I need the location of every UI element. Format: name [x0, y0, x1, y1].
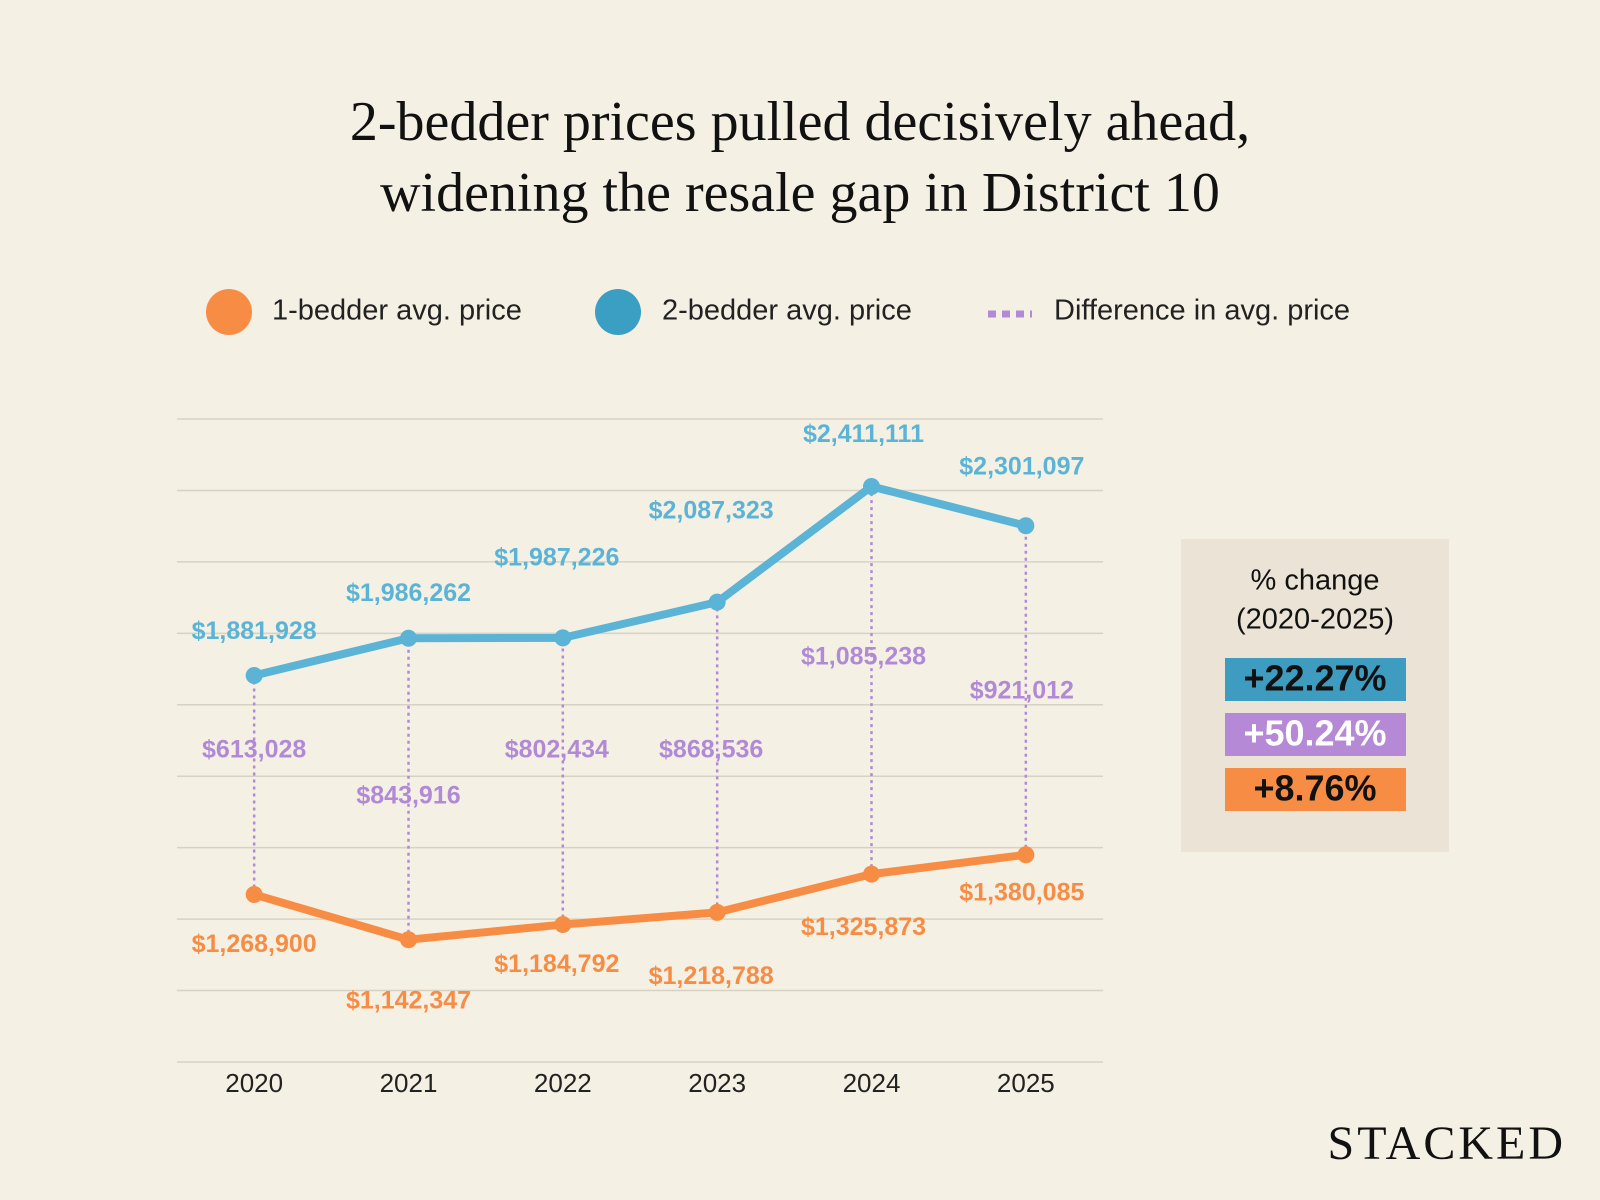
- value-label: $1,986,262: [346, 579, 471, 607]
- value-label: $2,087,323: [649, 497, 774, 525]
- x-tick-label: 2020: [225, 1068, 283, 1098]
- x-tick-label: 2022: [534, 1068, 592, 1098]
- data-point: [863, 477, 880, 495]
- value-label: $1,085,238: [801, 643, 926, 671]
- value-label: $868,536: [659, 736, 763, 764]
- chart-title: 2-bedder prices pulled decisively ahead,: [350, 91, 1250, 153]
- summary-badge: [1225, 658, 1406, 701]
- value-label: $921,012: [970, 677, 1074, 705]
- value-label: $1,325,873: [801, 913, 926, 941]
- value-label: $1,268,900: [192, 930, 317, 958]
- value-label: $2,411,111: [803, 420, 924, 448]
- summary-badge: [1225, 713, 1406, 756]
- summary-value: +8.76%: [1253, 768, 1376, 809]
- x-tick-label: 2024: [843, 1068, 901, 1098]
- legend-label: Difference in avg. price: [1054, 295, 1350, 327]
- data-point: [554, 916, 572, 934]
- value-label: $1,881,928: [192, 617, 317, 645]
- value-label: $1,380,085: [959, 878, 1084, 906]
- legend-label: 1-bedder avg. price: [272, 295, 522, 327]
- data-point: [1017, 846, 1035, 864]
- chart-title: widening the resale gap in District 10: [380, 162, 1220, 224]
- data-point: [1017, 517, 1035, 535]
- summary-badge: [1225, 768, 1406, 811]
- x-tick-label: 2025: [997, 1068, 1055, 1098]
- data-point: [863, 865, 880, 883]
- legend-label: 2-bedder avg. price: [662, 295, 912, 327]
- data-point: [400, 629, 417, 647]
- brand: STACKED: [1328, 1117, 1567, 1170]
- data-point: [245, 885, 263, 903]
- value-label: $1,142,347: [346, 986, 471, 1014]
- summary-value: +50.24%: [1243, 713, 1386, 754]
- data-point: [708, 903, 726, 921]
- x-tick-label: 2021: [380, 1068, 438, 1098]
- legend-marker: [595, 289, 641, 335]
- value-label: $613,028: [202, 736, 306, 764]
- value-label: $1,218,788: [649, 962, 774, 990]
- value-label: $802,434: [505, 736, 609, 764]
- value-label: $2,301,097: [959, 452, 1084, 480]
- x-tick-label: 2023: [688, 1068, 746, 1098]
- summary-title: (2020-2025): [1236, 604, 1394, 636]
- data-point: [554, 629, 572, 647]
- value-label: $843,916: [356, 782, 460, 810]
- series-line: [253, 482, 1027, 680]
- data-point: [245, 667, 263, 685]
- summary-title: % change: [1251, 565, 1380, 597]
- legend-marker: [206, 289, 252, 335]
- data-point: [400, 931, 417, 949]
- value-label: $1,184,792: [494, 950, 619, 978]
- value-label: $1,987,226: [494, 544, 619, 572]
- series-line: [253, 850, 1027, 944]
- data-point: [708, 593, 726, 611]
- summary-value: +22.27%: [1243, 658, 1386, 699]
